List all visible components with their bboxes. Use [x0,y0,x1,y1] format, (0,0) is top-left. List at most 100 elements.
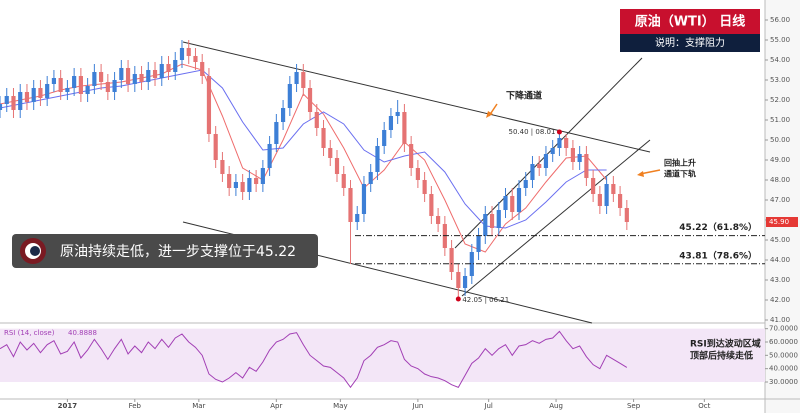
marker-label: 50.40 | 08.01 [509,128,556,136]
subtitle-box [620,34,760,52]
candle-body [462,276,468,288]
x-tick-label: Aug [549,402,563,410]
candle-body [409,144,414,168]
candle-body [483,214,488,236]
rsi-band [0,328,765,382]
candle-body [99,72,104,82]
y-tick-label: 48.00 [770,176,790,184]
banner-box [12,234,318,268]
rsi-tick-label: 40.0000 [769,365,798,373]
candle-body [267,144,272,168]
x-tick-label: 2017 [58,402,78,410]
candle-body [375,146,380,172]
candle-body [18,92,23,110]
candle-body [584,154,589,178]
x-tick-label: Jun [411,402,423,410]
x-tick-label: May [333,402,347,410]
candle-body [92,72,97,86]
candle-body [166,64,171,72]
logo [30,246,40,256]
title-box [620,9,760,34]
rsi-last: 40.8888 [68,329,97,337]
candle-body [139,74,144,82]
candle-body [402,112,407,144]
candle-body [132,74,137,84]
candle-body [314,112,319,128]
candle-body [429,194,434,216]
candle-body [200,62,205,76]
level-label: 43.81（78.6%） [679,250,757,261]
y-tick-label: 45.00 [770,236,790,244]
candle-body [112,80,117,92]
candle-body [213,134,218,160]
candle-body [24,92,30,102]
candle-body [280,108,286,122]
candle-body [287,84,292,108]
y-tick-label: 50.00 [770,136,790,144]
x-tick-label: Sep [627,402,641,410]
candle-body [496,210,501,228]
candle-body [388,116,394,130]
candle-body [4,96,9,104]
candle-body [65,88,70,92]
candle-body [260,168,265,184]
candle-body [597,194,602,206]
candle-body [449,248,454,272]
candle-body [510,196,515,212]
y-tick-label: 49.00 [770,156,790,164]
candle-body [550,148,555,154]
arrow-head [486,111,493,118]
candle-body [72,76,77,88]
candle-body [11,96,16,110]
rsi-tick-label: 50.0000 [769,351,798,359]
candle-body [355,214,360,222]
candle-body [0,104,3,110]
candle-body [247,178,252,192]
candle-body [624,208,629,222]
price-axis-bg [765,0,800,413]
chart-subtitle: 说明：支撑阻力 [655,36,725,49]
annotation: 通道下轨 [664,169,696,179]
rsi-note: RSI到达波动区域 [690,338,761,350]
candle-body [617,194,623,208]
candle-body [543,154,549,168]
y-tick-label: 43.00 [770,276,790,284]
marker [556,129,562,135]
candle-body [456,272,461,288]
candle-body [489,214,495,228]
candle-body [220,160,225,174]
candle-body [523,180,528,188]
y-tick-label: 47.00 [770,196,790,204]
x-tick-label: Jul [483,402,493,410]
candle-body [152,70,158,78]
candle-body [321,128,326,148]
x-tick-label: Feb [129,402,142,410]
candle-body [570,148,575,162]
y-tick-label: 53.00 [770,76,790,84]
candle-body [422,180,427,194]
price-tag-label: 45.90 [769,218,789,226]
rsi-tick-label: 70.0000 [769,325,798,333]
chart-title: 原油（WTI） 日线 [635,14,746,30]
rsi-note: 顶部后持续走低 [690,350,753,362]
annotation: 回抽上升 [664,158,696,168]
candle-body [125,68,131,84]
candle-body [334,158,340,174]
candle-body [503,196,508,210]
x-tick-label: Apr [270,402,282,410]
rsi-tick-label: 30.0000 [769,378,798,386]
candle-body [476,236,481,252]
candle-body [58,78,63,92]
arrow-head [637,171,644,177]
candle-body [240,182,245,192]
y-tick-label: 54.00 [770,56,790,64]
candle-body [361,184,367,214]
candle-body [415,168,420,180]
candle-body [557,138,562,148]
candle-body [31,88,36,102]
marker [455,296,461,302]
y-tick-label: 55.00 [770,36,790,44]
candle-body [85,86,90,94]
candle-body [51,78,57,84]
